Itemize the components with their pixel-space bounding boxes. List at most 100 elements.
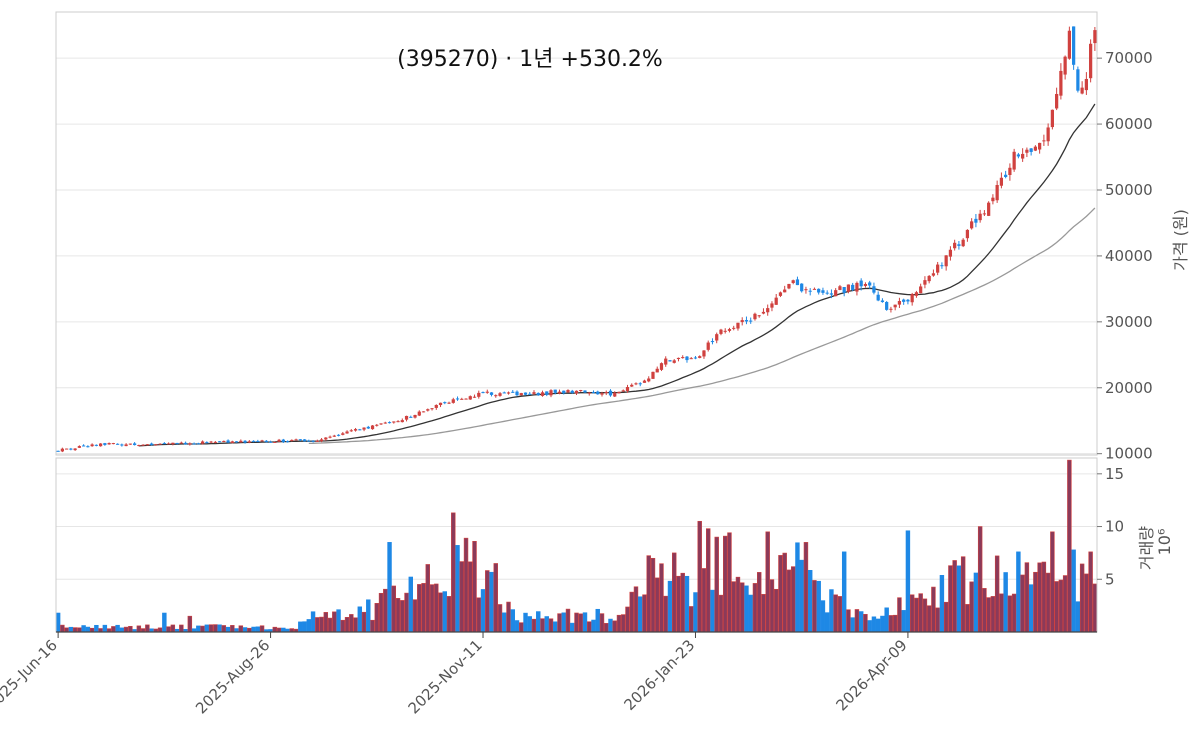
candle-body	[430, 408, 434, 410]
candle-body	[872, 286, 876, 293]
volume-bar	[81, 625, 86, 633]
candle-body	[519, 393, 523, 396]
candle-body	[98, 443, 103, 447]
candle-body	[511, 391, 515, 393]
volume-bar	[238, 625, 244, 633]
candlestick	[706, 340, 710, 352]
candlestick	[430, 407, 434, 411]
candlestick	[209, 440, 213, 444]
candlestick	[587, 391, 591, 396]
volume-bar	[965, 604, 970, 633]
volume-bar	[956, 565, 962, 633]
candlestick	[698, 355, 702, 359]
candle-body	[791, 280, 795, 284]
candle-body	[621, 390, 625, 392]
candle-body	[851, 284, 855, 291]
candlestick	[770, 301, 774, 312]
candlestick	[842, 286, 846, 297]
volume-bar	[230, 625, 235, 633]
volume-bar	[412, 599, 418, 633]
candle-body	[404, 415, 409, 420]
candlestick	[94, 444, 98, 447]
candle-body	[362, 427, 366, 430]
volume-bar	[888, 615, 894, 633]
candlestick	[812, 287, 817, 290]
candlestick	[485, 389, 489, 394]
candlestick	[69, 447, 73, 451]
candle-body	[217, 441, 222, 443]
volume-bar	[841, 551, 847, 633]
candlestick	[829, 289, 834, 299]
volume-bar	[926, 605, 932, 633]
volume-bar	[336, 609, 341, 633]
moving-average-20	[138, 103, 1096, 447]
candlestick	[999, 172, 1004, 189]
volume-bar	[655, 577, 660, 633]
volume-bar	[769, 579, 775, 633]
volume-bar	[302, 621, 307, 633]
candle-body	[290, 439, 294, 441]
candlestick	[77, 445, 81, 449]
candle-body	[876, 294, 880, 301]
volume-bar	[1058, 579, 1064, 633]
volume-bar	[604, 623, 609, 633]
candlestick	[498, 392, 502, 397]
volume-bar	[718, 594, 724, 633]
candle-body	[506, 392, 511, 394]
candlestick	[1063, 55, 1067, 80]
candle-body	[477, 392, 481, 397]
candlestick	[608, 389, 613, 397]
volume-bar	[952, 560, 957, 633]
candle-body	[366, 426, 370, 429]
candlestick	[749, 317, 753, 324]
candle-body	[307, 440, 311, 442]
candlestick	[213, 440, 217, 444]
candle-body	[668, 360, 672, 362]
candlestick	[290, 439, 294, 442]
volume-bar	[633, 586, 639, 633]
candle-body	[294, 439, 298, 441]
volume-bar	[60, 624, 65, 633]
candlestick	[876, 291, 880, 302]
volume-bar	[587, 621, 592, 633]
candle-body	[162, 443, 166, 445]
candle-body	[166, 443, 171, 445]
volume-bar	[417, 584, 422, 633]
candlestick	[914, 290, 919, 298]
candlestick	[940, 262, 944, 269]
volume-bar	[663, 595, 668, 633]
candle-body	[103, 443, 107, 445]
volume-bar	[115, 624, 120, 633]
candlestick	[460, 397, 464, 400]
volume-bar	[697, 520, 702, 633]
candle-body	[251, 440, 256, 442]
candlestick	[328, 435, 332, 439]
candlestick	[251, 440, 256, 443]
candlestick	[298, 439, 302, 442]
volume-bar	[196, 625, 201, 633]
volume-bar	[208, 624, 214, 633]
candle-body	[821, 290, 825, 293]
volume-bar	[315, 617, 320, 633]
candlestick	[804, 286, 808, 294]
candle-body	[141, 444, 145, 446]
volume-bar	[880, 615, 885, 633]
candle-body	[800, 283, 804, 292]
candle-body	[897, 301, 902, 305]
candlestick	[379, 423, 383, 425]
candle-body	[90, 444, 94, 447]
volume-bar	[213, 624, 218, 633]
volume-bar	[1054, 581, 1059, 633]
price-tick-label: 60000	[1105, 115, 1153, 133]
candlestick	[715, 332, 719, 344]
candlestick	[103, 442, 107, 446]
candlestick	[294, 438, 298, 441]
candle-body	[1046, 127, 1050, 142]
candlestick	[222, 440, 226, 443]
candlestick	[162, 442, 166, 445]
candle-body	[137, 445, 141, 447]
volume-bar	[689, 606, 694, 633]
volume-bar	[931, 586, 936, 633]
volume-bar	[548, 618, 554, 633]
candlestick	[902, 298, 906, 305]
